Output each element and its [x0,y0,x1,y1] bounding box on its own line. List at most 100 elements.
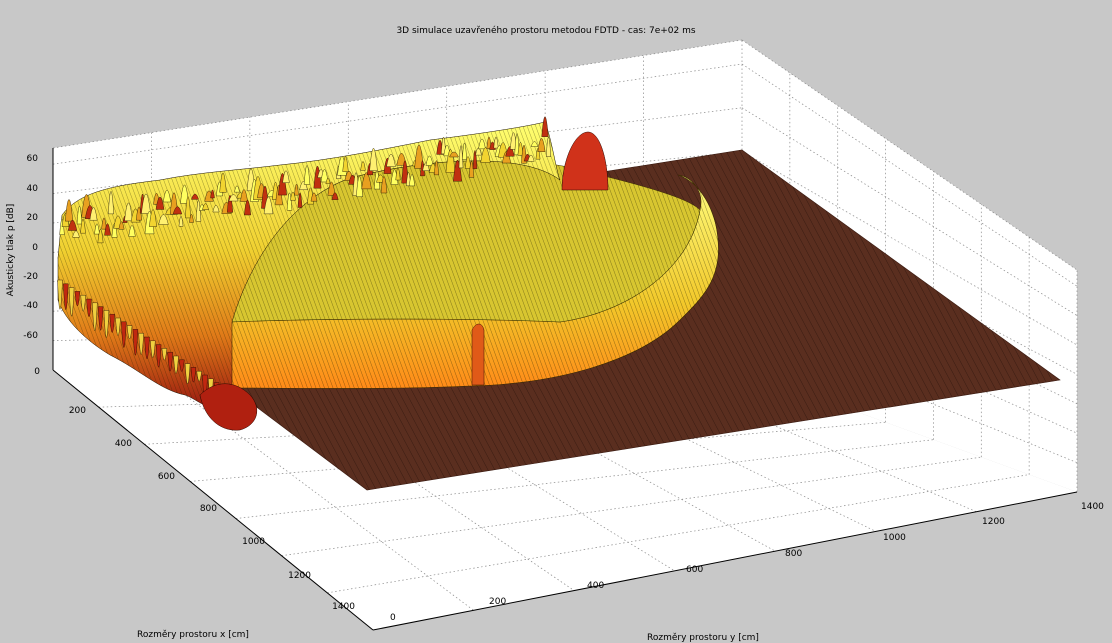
surface-spike [118,221,125,230]
surface-trough [144,336,150,360]
surface-trough [109,314,115,333]
x-tick-label: 800 [200,504,217,514]
x-tick-label: 400 [115,439,132,449]
surface-spike [163,189,171,203]
surface-trough [86,298,92,317]
surface-spike [297,192,303,208]
surface-spike [202,203,209,210]
surface-spike [67,219,78,231]
chart-title: 3D simulace uzavřeného prostoru metodou … [396,25,695,36]
surface-spike [128,225,136,237]
surface-trough [138,333,144,355]
z-tick-label: -20 [23,272,38,282]
surface-trough [97,306,104,331]
surface-spike [189,214,194,223]
surface-interior-mesh [230,160,700,322]
surface-trough [74,291,81,307]
x-tick-label: 1200 [288,571,311,581]
surface-spike [219,172,227,193]
surface-spike [158,214,169,225]
surface-spike [149,209,157,227]
z-tick-label: 40 [27,184,39,194]
surface-spike [468,160,475,178]
surface-spike [530,141,539,147]
surface-spike [449,151,459,158]
grid-line [52,151,743,224]
y-tick-label: 400 [587,581,604,591]
surface-spike [286,192,293,211]
surface-trough [126,325,133,340]
x-tick-label: 1400 [332,602,355,612]
surface-trough [80,295,86,312]
surface-wavefront-mesh [230,175,719,389]
surface-trough [92,302,98,331]
x-tick-label: 200 [69,406,86,416]
axes-frame [52,148,1078,631]
surface-spike [541,116,549,137]
y-tick-labels: 0 200 400 600 800 1000 1200 1400 [390,502,1104,623]
z-tick-labels: -60 -40 -20 0 20 40 60 [23,154,38,341]
surface-spike [546,136,551,157]
grid-line [281,456,982,557]
surface-spikes [57,116,551,420]
grid-line [741,63,1078,287]
z-tick-label: 20 [27,213,39,223]
surface-spike [80,218,86,234]
grid-line [741,107,1078,316]
surface-trough [103,310,110,338]
surface-spike [244,199,251,216]
surface-spike [97,229,104,244]
surface-trough [155,344,162,368]
surface-trough [63,283,69,310]
surface-spike [310,192,318,202]
y-tick-label: 1400 [1081,502,1104,512]
x-tick-label: 1000 [242,537,265,547]
surface-front-ridge [471,323,485,386]
z-tick-label: 0 [32,243,38,253]
surface-trough [150,340,156,358]
grid-line [327,474,1030,594]
surface-trough [57,279,63,310]
z-tick-label: -60 [23,331,38,341]
surface-spike [356,176,363,197]
surface-spike [178,216,184,227]
surface-trough [190,367,197,383]
surface-spike [108,191,114,215]
surface-spike [303,165,311,185]
surface-trough [132,329,139,356]
surface-spike [360,161,366,171]
surface-trough [167,352,173,372]
surface-spike [434,160,439,176]
surface-back-dome [561,131,609,191]
surface-trough [121,321,127,348]
grid-line [741,194,1078,375]
surface-spike [331,192,339,200]
y-tick-label: 800 [785,549,802,559]
surface [57,116,1061,491]
surface-spike [204,190,214,202]
grid-line [446,369,776,552]
grid-line [151,369,474,611]
surface-spike [409,174,415,187]
surface-trough [173,355,179,374]
grid-line [52,39,743,149]
surface-spike [210,189,215,199]
y-tick-label: 1200 [982,517,1005,527]
surface-spike [155,196,165,210]
surface-spike [458,145,464,169]
surface-trough [196,371,202,382]
surface-spike [395,167,401,181]
surface-spike [282,170,290,183]
surface-spike [380,176,388,194]
surface-spike [228,194,239,202]
y-tick-label: 200 [489,597,506,607]
surface-spike [89,207,98,221]
surface-trough [68,287,75,317]
surface-spike [480,147,491,163]
grid-line [235,439,934,519]
surface-trough [115,317,121,336]
y-tick-label: 600 [686,565,703,575]
surface-spike [386,154,396,167]
surface-trough [161,348,168,361]
